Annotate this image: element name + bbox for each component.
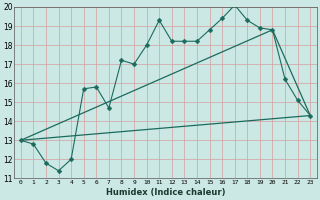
X-axis label: Humidex (Indice chaleur): Humidex (Indice chaleur) bbox=[106, 188, 225, 197]
